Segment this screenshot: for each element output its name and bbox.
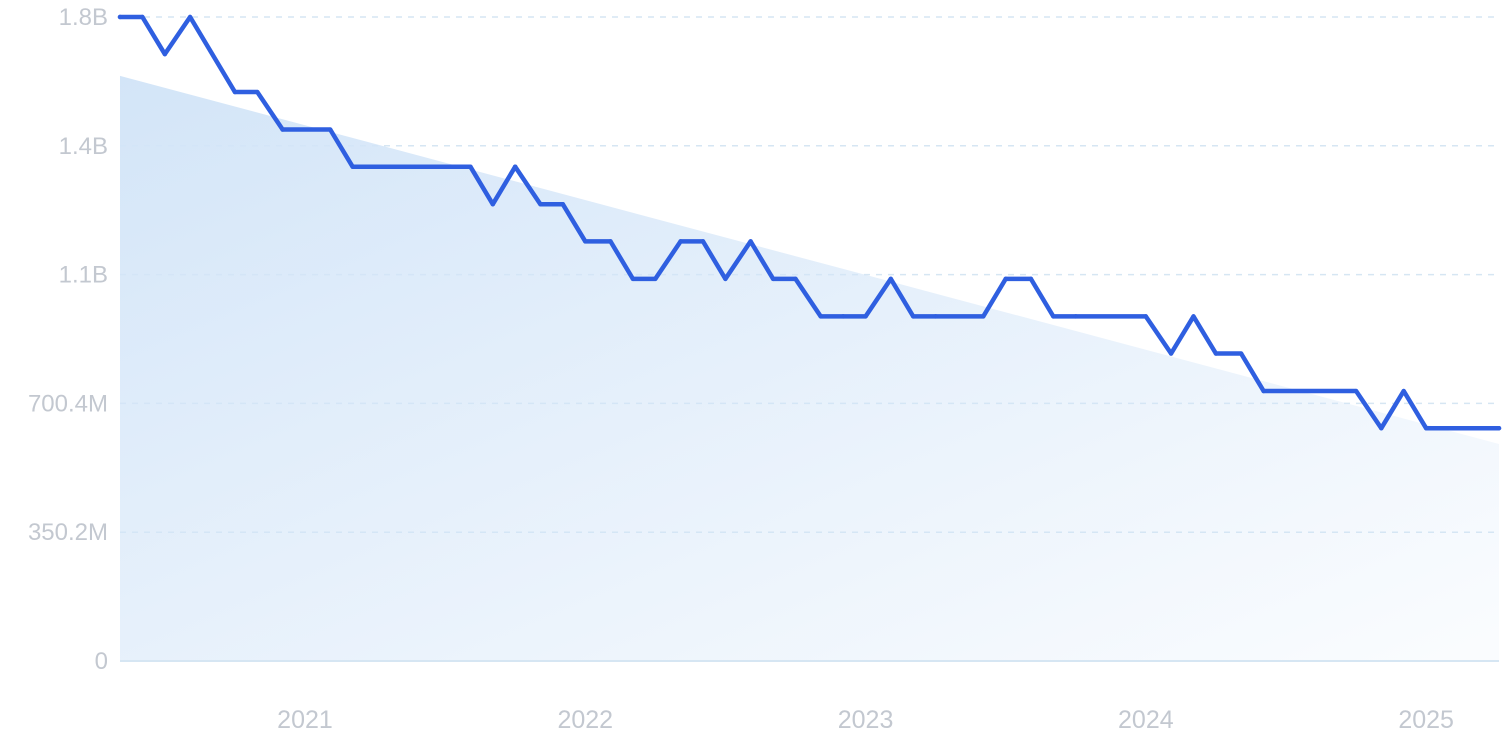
data-point [140,14,145,20]
y-tick-label: 1.8B [59,4,108,31]
data-point [490,202,495,207]
data-point [1191,314,1196,319]
data-point [560,202,566,207]
y-axis-tick-labels: 0 350.2M 700.4M 1.1B 1.4B 1.8B [28,4,108,675]
data-point [863,314,868,319]
y-tick-label: 350.2M [28,519,108,546]
data-point [608,239,613,244]
data-point [1003,276,1008,282]
data-point [933,314,938,319]
x-axis-tick-labels: 2021 2022 2023 2024 2025 [277,706,1454,734]
data-point [1379,425,1384,431]
x-tick-label: 2022 [557,706,613,734]
data-point [1423,425,1429,431]
data-point [770,276,776,282]
data-point [1143,314,1149,319]
trend-area-layer [120,75,1499,661]
data-point [630,276,636,282]
data-point [1213,351,1219,356]
data-point [350,164,355,169]
data-point [162,51,168,57]
data-point [513,164,518,169]
series-line-value [117,14,1502,431]
y-tick-label: 0 [95,648,108,675]
data-point [583,239,588,244]
data-point [1028,276,1034,282]
data-point [981,314,986,319]
data-point [117,14,123,20]
data-point [793,276,798,282]
x-tick-label: 2021 [277,706,333,734]
data-point [818,314,823,319]
data-point [1496,425,1502,431]
data-point [678,239,683,244]
data-point [748,239,753,244]
data-point [1168,351,1174,356]
y-tick-label: 700.4M [28,390,108,417]
data-point [653,276,658,282]
data-point [468,164,473,169]
data-point [700,239,706,244]
data-point [280,127,285,132]
data-point [1261,388,1266,394]
data-point [538,202,543,207]
data-point [1051,314,1056,319]
x-tick-label: 2023 [838,706,894,734]
series-line-layer [117,14,1502,431]
data-point [1073,314,1078,319]
x-tick-label: 2025 [1398,706,1454,734]
data-point [328,127,333,132]
data-point [723,276,728,282]
data-point [187,14,193,20]
data-point [840,314,846,319]
data-point [1238,351,1244,356]
x-tick-label: 2024 [1118,706,1174,734]
data-point [255,89,260,95]
data-point [911,314,916,319]
data-point [888,276,893,282]
data-point [1353,388,1359,394]
data-point [232,89,238,95]
y-tick-label: 1.1B [59,262,108,289]
data-point [1401,388,1406,394]
y-tick-label: 1.4B [59,133,108,160]
trend-area [120,75,1499,661]
